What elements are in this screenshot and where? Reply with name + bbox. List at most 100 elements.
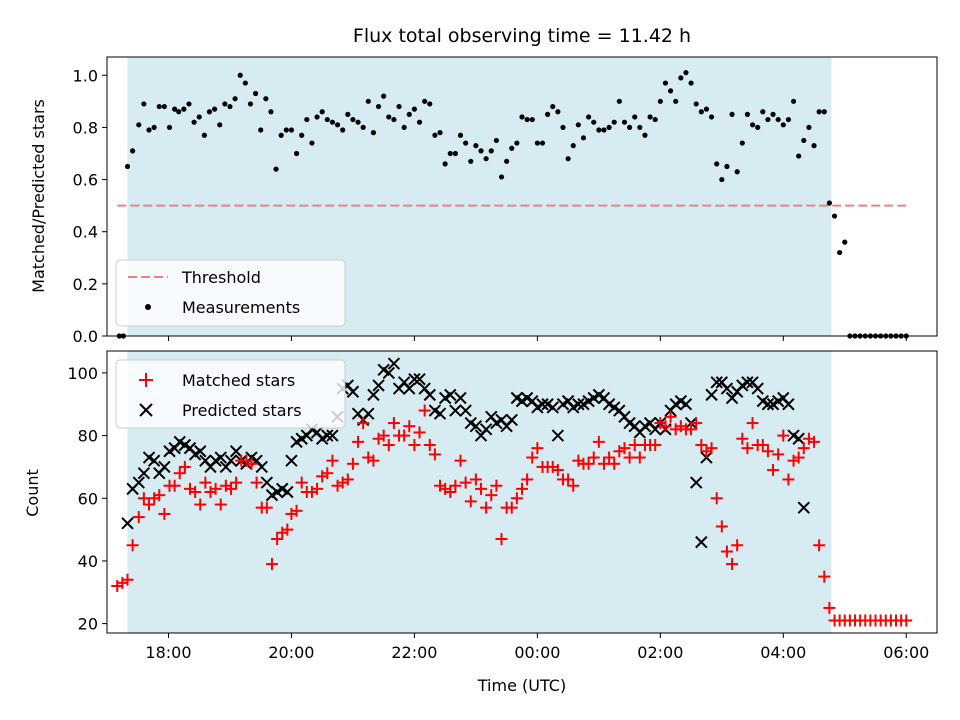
- measurement-point: [293, 150, 300, 157]
- matched-star-point: [290, 504, 303, 517]
- matched-star-point: [271, 533, 284, 545]
- measurement-point: [478, 148, 484, 154]
- predicted-star-point: [689, 476, 703, 489]
- matched-star-point: [230, 476, 243, 489]
- measurement-point: [242, 80, 248, 86]
- measurement-point: [616, 98, 622, 104]
- predicted-star-point: [321, 429, 334, 442]
- y-tick-label: 20: [78, 615, 98, 634]
- y-tick-label: 1.0: [73, 66, 98, 85]
- measurement-point: [166, 124, 173, 131]
- measurement-point: [299, 132, 305, 138]
- predicted-star-point: [346, 385, 360, 398]
- matched-star-point: [495, 533, 508, 545]
- matched-star-point: [224, 482, 237, 495]
- measurement-point: [258, 127, 264, 133]
- predicted-star-point: [449, 404, 462, 417]
- matched-star-point: [720, 545, 733, 558]
- predicted-star-point: [362, 407, 375, 420]
- matched-star-point: [418, 404, 431, 417]
- measurement-point: [765, 116, 771, 123]
- matched-star-point: [398, 429, 411, 442]
- predicted-star-point: [454, 391, 467, 405]
- y-tick-label: 0.0: [73, 327, 98, 346]
- measurement-point: [447, 150, 453, 157]
- measurement-point: [288, 127, 295, 133]
- matched-star-point: [685, 423, 698, 436]
- matched-star-point: [695, 439, 708, 451]
- measurement-point: [744, 111, 751, 117]
- matched-star-point: [485, 489, 498, 502]
- matched-star-point: [797, 442, 810, 455]
- predicted-star-point: [741, 376, 754, 389]
- predicted-star-point: [214, 451, 227, 464]
- matched-star-point: [597, 457, 610, 470]
- measurement-point: [555, 109, 561, 115]
- matched-star-point: [715, 520, 728, 533]
- matched-star-point: [475, 482, 488, 495]
- matched-star-point: [823, 601, 836, 614]
- measurement-point: [222, 101, 228, 107]
- matched-star-point: [413, 426, 426, 439]
- predicted-star-point: [761, 398, 775, 411]
- predicted-star-point: [229, 445, 243, 458]
- matched-star-point: [731, 539, 744, 552]
- measurement-point: [606, 124, 612, 131]
- predicted-star-point: [720, 382, 734, 395]
- matched-star-point: [690, 417, 703, 430]
- matched-star-point: [403, 420, 416, 433]
- matched-star-point: [121, 573, 134, 586]
- measurement-point: [811, 143, 817, 149]
- measurement-point: [790, 98, 797, 104]
- matched-star-point: [132, 511, 145, 524]
- measurement-point: [355, 119, 361, 125]
- measurement-point: [806, 124, 812, 131]
- predicted-star-point: [382, 366, 395, 380]
- matched-star-point: [377, 429, 390, 442]
- matched-star-point: [245, 457, 258, 470]
- matched-star-point: [582, 457, 595, 470]
- matched-star-point: [741, 442, 754, 455]
- bottom-y-axis-label: Count: [23, 469, 42, 517]
- x-tick-label: 04:00: [760, 643, 806, 662]
- matched-star-point: [480, 501, 493, 514]
- predicted-star-point: [679, 398, 693, 411]
- measurement-point: [432, 132, 438, 138]
- measurement-point: [319, 109, 325, 115]
- matched-star-point: [449, 479, 462, 492]
- matched-star-point: [792, 451, 805, 464]
- matched-star-point: [137, 492, 150, 505]
- measurement-point: [427, 101, 433, 107]
- matched-star-point: [505, 501, 518, 514]
- matched-star-point: [705, 442, 718, 455]
- matched-star-point: [260, 501, 273, 514]
- measurement-point: [176, 109, 182, 115]
- y-tick-label: 40: [78, 552, 98, 571]
- predicted-star-point: [695, 535, 708, 549]
- measurement-point: [186, 101, 192, 107]
- measurement-point: [473, 143, 479, 149]
- measurement-point: [422, 98, 428, 104]
- predicted-star-point: [137, 466, 151, 480]
- measurement-point: [360, 124, 366, 131]
- measurement-point: [591, 119, 597, 125]
- matched-star-point: [767, 464, 780, 477]
- predicted-star-point: [751, 382, 764, 395]
- measurement-point: [703, 106, 710, 112]
- predicted-stars-points: [121, 357, 810, 549]
- matched-star-point: [367, 454, 380, 467]
- matched-star-point: [623, 451, 636, 464]
- measurement-point: [749, 122, 756, 128]
- x-tick-label: 06:00: [883, 643, 929, 662]
- measurement-point: [545, 111, 551, 117]
- matched-star-point: [143, 498, 156, 511]
- predicted-star-point: [459, 404, 472, 417]
- matched-star-point: [321, 467, 334, 480]
- matched-star-point: [608, 457, 621, 470]
- matched-star-point: [459, 476, 472, 489]
- measurement-point: [826, 200, 833, 206]
- measurement-point: [760, 109, 766, 115]
- measurement-point: [509, 145, 515, 151]
- measurement-point: [237, 72, 243, 78]
